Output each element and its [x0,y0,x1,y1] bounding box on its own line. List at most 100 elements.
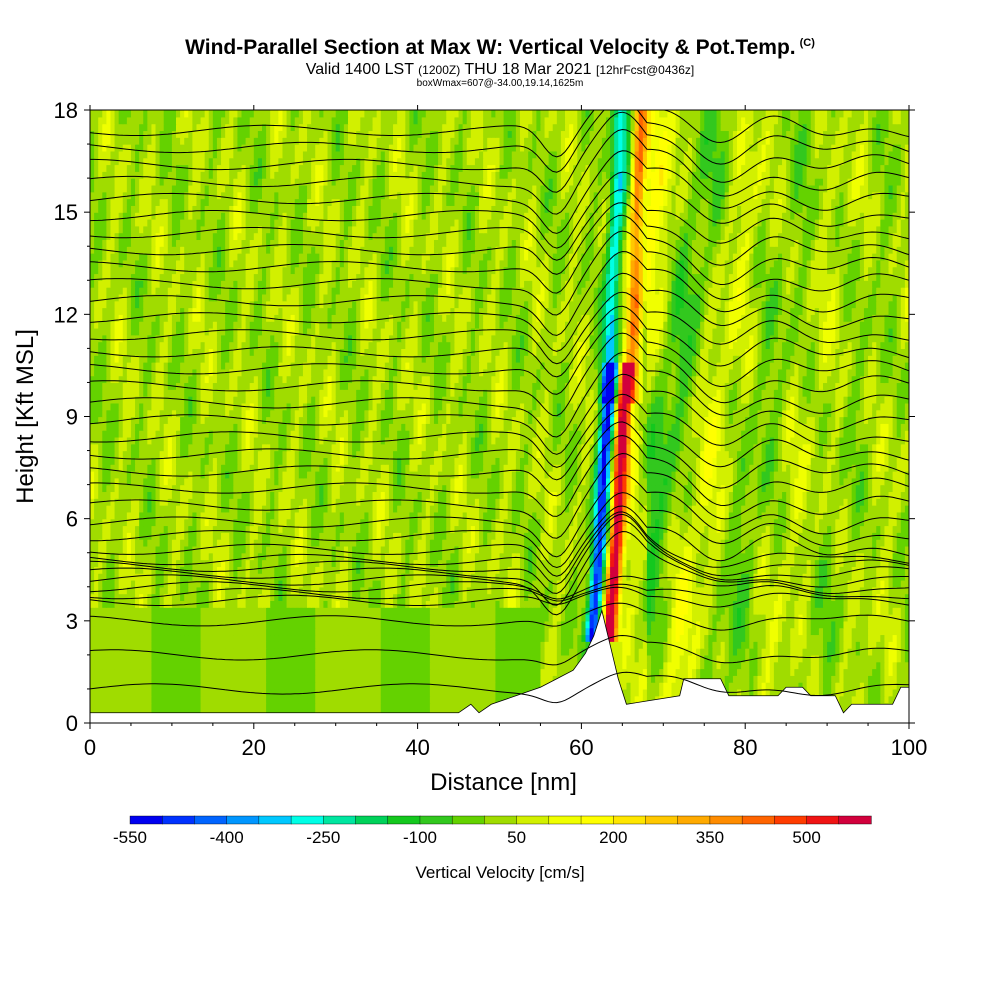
w-cell [589,607,595,615]
w-cell [167,559,173,567]
w-cell [216,641,222,649]
w-cell [651,607,656,615]
w-cell [253,702,259,710]
w-cell [360,682,365,690]
w-cell [663,559,668,567]
w-cell [651,634,656,642]
w-cell [319,702,325,710]
w-cell [331,634,337,642]
w-cell [270,566,275,574]
w-cell [221,661,226,670]
w-cell [208,641,214,649]
w-cell [143,695,148,704]
w-cell [384,579,390,588]
w-cell [343,688,349,697]
w-cell [352,688,357,697]
w-cell [798,648,804,656]
w-cell [528,668,533,676]
w-cell [696,593,701,601]
w-cell [810,627,816,636]
w-cell [147,688,153,697]
w-cell [94,607,99,615]
w-cell [872,661,877,670]
w-cell [802,614,808,622]
w-cell [581,607,587,615]
w-cell [880,579,886,588]
w-cell [307,682,312,690]
w-cell [139,688,144,697]
w-cell [286,648,292,656]
w-cell [298,566,304,574]
w-cell [863,593,869,601]
w-cell [589,552,595,561]
w-cell [261,695,267,704]
w-cell [208,593,214,601]
w-cell [732,552,738,561]
w-cell [499,695,505,704]
w-cell [605,620,611,629]
w-cell [237,607,243,615]
w-cell [831,654,836,663]
w-cell [360,634,365,642]
w-cell [761,648,767,656]
w-cell [212,559,218,567]
w-cell [896,579,902,588]
w-cell [106,661,112,670]
w-cell [270,559,275,567]
w-cell [663,648,668,656]
w-cell [630,620,636,629]
w-cell [372,566,378,574]
w-cell [503,559,509,567]
w-cell [253,573,259,581]
w-cell [753,614,759,622]
w-cell [307,641,312,649]
w-cell [839,661,845,670]
w-cell [847,634,853,642]
w-cell [667,566,673,574]
w-cell [732,566,738,574]
w-cell [229,566,234,574]
w-cell [429,634,435,642]
w-cell [904,675,909,683]
w-cell [261,654,267,663]
w-cell [851,675,857,683]
w-cell [859,600,865,608]
w-cell [176,668,181,676]
w-cell [847,627,853,636]
w-cell [741,654,746,663]
w-cell [540,607,546,615]
w-cell [106,627,112,636]
w-cell [757,688,763,697]
w-cell [155,661,161,670]
w-cell [818,634,824,642]
w-cell [470,661,476,670]
w-cell [110,552,116,561]
w-cell [479,668,484,676]
w-cell [671,559,677,567]
w-cell [646,648,652,656]
w-cell [380,688,386,697]
w-cell [331,614,337,622]
w-cell [777,607,783,615]
w-cell [397,566,402,574]
w-cell [560,668,566,676]
w-cell [102,702,107,710]
w-cell [765,648,771,656]
w-cell [393,688,398,697]
w-cell [634,573,640,581]
w-cell [724,641,730,649]
w-cell [270,688,275,697]
w-cell [380,634,386,642]
w-cell [810,600,816,608]
w-cell [397,675,402,683]
w-cell [585,552,591,561]
w-cell [794,593,800,601]
w-cell [278,654,284,663]
w-cell [294,668,300,676]
w-cell [130,586,136,595]
w-cell [286,607,292,615]
w-cell [540,586,546,595]
w-cell [745,559,750,567]
w-cell [225,695,230,704]
w-cell [569,614,574,622]
